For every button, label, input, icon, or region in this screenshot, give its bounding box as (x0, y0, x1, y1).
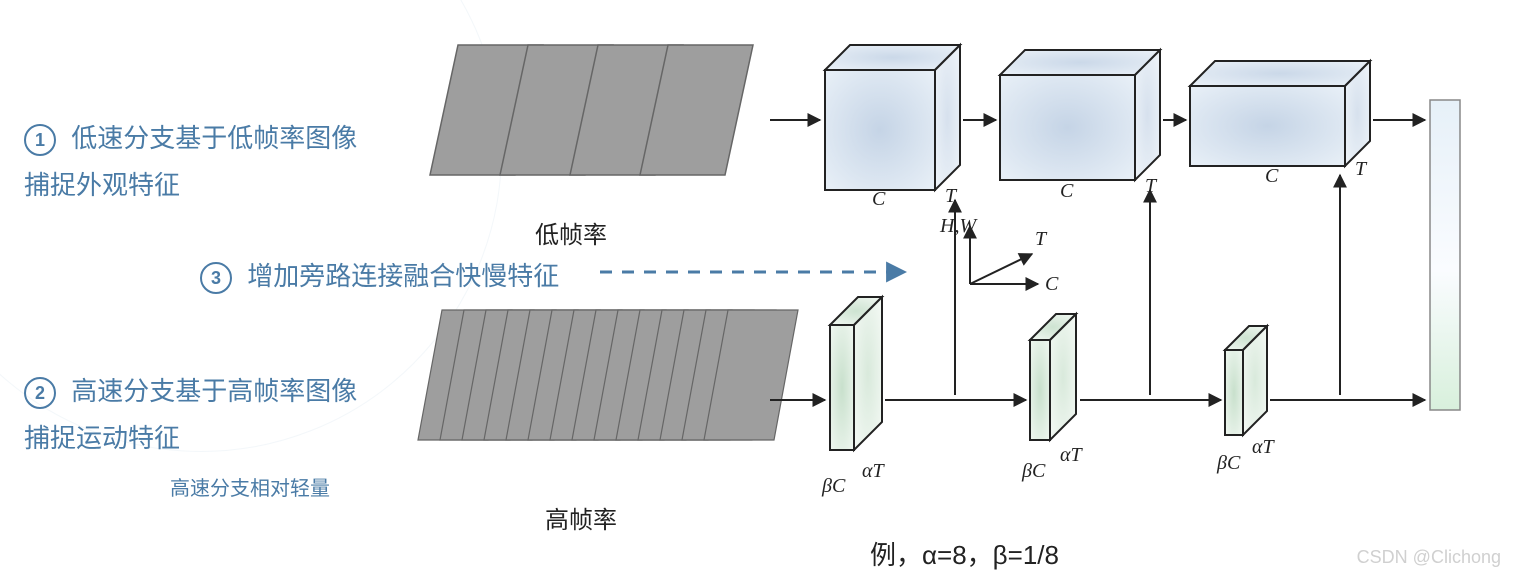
svg-layer (0, 0, 1519, 580)
diagram-root: 1 低速分支基于低帧率图像 捕捉外观特征 3 增加旁路连接融合快慢特征 2 高速… (0, 0, 1519, 580)
